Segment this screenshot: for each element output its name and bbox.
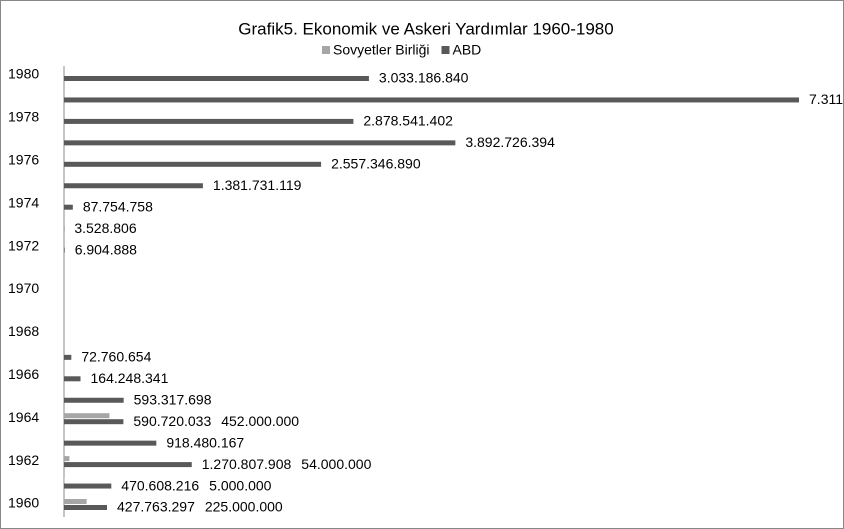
data-label: 2.557.346.890 <box>331 156 421 172</box>
bar <box>64 161 322 167</box>
data-label: 1.270.807.908 <box>202 456 292 472</box>
bar <box>64 505 108 510</box>
data-label: 3.033.186.840 <box>379 70 469 86</box>
data-label: 590.720.033 <box>133 413 211 429</box>
y-tick-label: 1966 <box>8 366 39 382</box>
data-label: 452.000.000 <box>221 413 299 429</box>
bar <box>64 477 65 483</box>
bar <box>64 376 81 382</box>
y-tick-label: 1970 <box>8 280 39 296</box>
y-tick-label: 1976 <box>8 152 39 168</box>
bar <box>64 247 65 253</box>
legend-label: Sovyetler Birliği <box>333 42 429 58</box>
data-label: 3.892.726.394 <box>465 134 555 150</box>
y-tick-label: 1968 <box>8 323 39 339</box>
y-tick-label: 1974 <box>8 194 39 210</box>
data-label: 593.317.698 <box>134 391 212 407</box>
data-label: 72.760.654 <box>81 349 151 365</box>
bar <box>64 76 369 81</box>
legend-swatch <box>441 46 450 54</box>
bar <box>64 140 456 146</box>
bar <box>64 440 157 446</box>
data-label: 470.608.216 <box>121 477 199 493</box>
data-label: 225.000.000 <box>205 499 283 515</box>
data-label: 918.480.167 <box>166 434 244 450</box>
bar <box>64 97 800 103</box>
y-tick-label: 1980 <box>8 66 39 82</box>
bar <box>64 456 70 462</box>
data-label: 3.528.806 <box>74 220 136 236</box>
y-tick-label: 1972 <box>8 237 39 253</box>
y-tick-label: 1960 <box>8 495 39 511</box>
data-label: 2.878.541.402 <box>363 113 453 129</box>
bar <box>64 354 72 360</box>
data-label: 54.000.000 <box>301 456 371 472</box>
data-label: 6.904.888 <box>75 241 137 257</box>
y-tick-label: 1978 <box>8 109 39 125</box>
bar <box>64 413 110 419</box>
data-label: 7.311.258.353 <box>809 91 844 107</box>
bar <box>64 204 73 210</box>
bar <box>64 397 124 403</box>
data-label: 87.754.758 <box>83 198 153 214</box>
bar <box>64 419 124 425</box>
bar <box>64 462 192 468</box>
bar <box>64 499 87 504</box>
bar <box>64 483 112 489</box>
data-label: 1.381.731.119 <box>213 177 302 193</box>
chart-title: Grafik5. Ekonomik ve Askeri Yardımlar 19… <box>238 19 613 38</box>
y-tick-label: 1964 <box>8 409 39 425</box>
legend-label: ABD <box>452 42 481 58</box>
legend-swatch <box>322 46 330 54</box>
data-label: 164.248.341 <box>91 370 169 386</box>
bar <box>64 118 354 124</box>
data-label: 427.763.297 <box>117 499 195 515</box>
data-label: 5.000.000 <box>209 477 271 493</box>
y-tick-label: 1962 <box>8 452 39 468</box>
bar <box>64 183 203 189</box>
